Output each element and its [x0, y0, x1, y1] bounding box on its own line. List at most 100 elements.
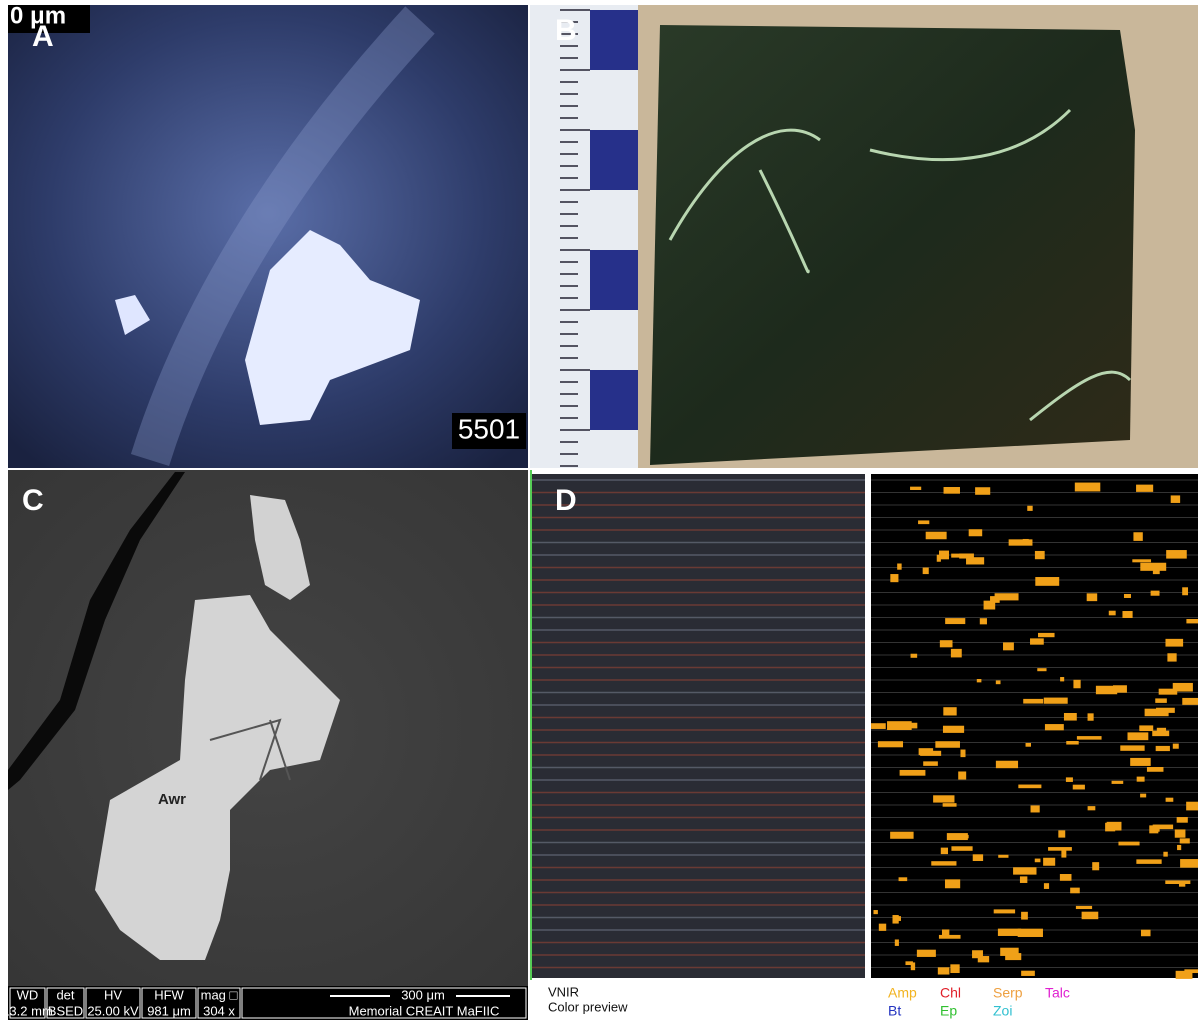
map-blob: [951, 846, 973, 851]
map-blob: [998, 854, 1009, 858]
sem-header: HV: [104, 987, 122, 1002]
map-blob: [887, 721, 912, 731]
map-blob: [1113, 685, 1127, 693]
map-blob: [1025, 742, 1032, 747]
sem-cell: [197, 987, 241, 1019]
map-blob: [1034, 858, 1041, 863]
map-blob: [1139, 725, 1154, 732]
legend-entry: Ep: [940, 1003, 957, 1019]
sem-cell: [241, 987, 527, 1019]
map-blob: [1019, 876, 1028, 883]
map-blob: [1120, 745, 1145, 751]
map-blob: [1044, 724, 1064, 731]
map-blob: [905, 961, 913, 966]
map-blob: [977, 956, 990, 963]
map-blob: [1003, 642, 1014, 651]
map-blob: [1075, 905, 1093, 910]
map-blob: [910, 653, 918, 658]
map-blob: [1005, 953, 1022, 961]
id-box: [452, 413, 526, 449]
map-blob: [1152, 570, 1160, 575]
sem-header: WD: [17, 987, 39, 1002]
scale-text: 0 μm: [10, 2, 66, 29]
map-blob: [1018, 784, 1042, 789]
caption: Color preview: [548, 999, 628, 1014]
map-blob: [946, 833, 968, 841]
map-blob: [871, 723, 886, 729]
map-blob: [1163, 851, 1168, 857]
map-blob: [1136, 484, 1154, 492]
grain: [245, 230, 420, 425]
map-blob: [1043, 857, 1056, 866]
map-blob: [1177, 844, 1182, 851]
map-blob: [1023, 698, 1044, 704]
map-blob: [1167, 653, 1177, 662]
map-blob: [1158, 688, 1178, 695]
sem-header: mag □: [201, 987, 238, 1002]
panel-label: D: [555, 484, 577, 517]
map-blob: [976, 679, 982, 683]
map-blob: [1070, 887, 1080, 894]
map-blob: [1027, 505, 1033, 511]
vein: [130, 6, 435, 466]
map-blob: [890, 831, 914, 839]
scale-box: [8, 5, 90, 33]
map-blob: [1034, 550, 1045, 560]
map-blob: [1092, 862, 1100, 871]
map-blob: [1180, 859, 1198, 868]
map-blob: [1087, 713, 1094, 721]
ruler-block: [590, 10, 638, 70]
legend-entry: Serp: [993, 985, 1023, 1001]
map-blob: [1065, 777, 1073, 782]
map-blob: [873, 910, 878, 915]
sem-header: HFW: [154, 987, 184, 1002]
map-blob: [943, 707, 957, 716]
map-blob: [1000, 947, 1019, 956]
veins: [668, 108, 1132, 422]
grain: [250, 495, 310, 600]
map-blob: [1132, 559, 1152, 563]
sem-value: 13.2 mm: [2, 1003, 53, 1018]
map-blob: [995, 760, 1019, 769]
fractures: [209, 718, 291, 781]
map-blob: [1186, 801, 1198, 811]
map-blob: [1059, 874, 1072, 881]
sem-value: BSED: [48, 1003, 83, 1018]
map-blob: [1063, 712, 1077, 721]
map-blob: [1165, 638, 1184, 647]
map-blob: [940, 847, 948, 855]
map-blob: [1156, 727, 1167, 734]
map-blob: [1021, 970, 1035, 976]
map-blob: [935, 741, 960, 748]
map-blob: [1140, 929, 1151, 937]
map-blob: [1172, 682, 1193, 692]
map-blob: [960, 749, 966, 758]
panel-label: A: [32, 20, 54, 53]
sample-id: 5501: [458, 413, 520, 444]
sem-cell: [46, 987, 85, 1019]
sem-cell: [141, 987, 197, 1019]
map-blob: [1182, 587, 1189, 596]
map-blob: [942, 803, 957, 807]
map-blob: [944, 879, 961, 889]
map-blob: [1174, 829, 1186, 838]
map-blob: [1146, 767, 1164, 772]
map-blob: [1144, 708, 1169, 717]
map-blob: [1013, 867, 1037, 875]
map-blob: [993, 909, 1016, 914]
map-blob: [1043, 697, 1068, 704]
map-blob: [937, 967, 950, 975]
map-blob: [1086, 593, 1098, 602]
border: [530, 470, 532, 980]
map-blob: [923, 761, 938, 766]
map-blob: [1030, 805, 1040, 813]
map-blob: [894, 939, 899, 946]
map-blob: [983, 600, 996, 610]
map-blob: [1048, 847, 1072, 851]
map-blob: [933, 795, 955, 803]
map-blob: [918, 520, 930, 525]
map-blob: [1127, 732, 1149, 741]
vnir-image: [532, 474, 865, 978]
map-blob: [1149, 825, 1159, 834]
